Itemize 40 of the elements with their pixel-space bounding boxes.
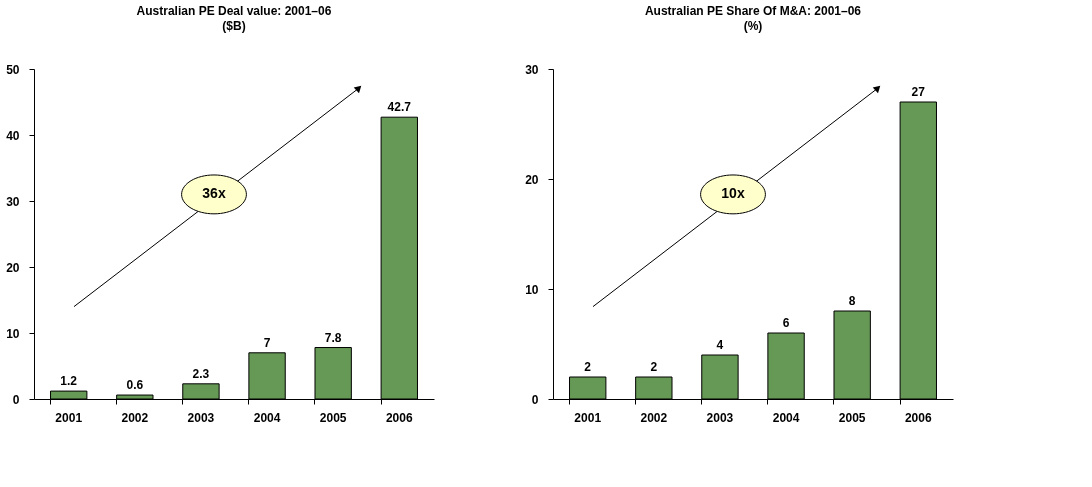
x-tick-label: 2005 — [319, 410, 347, 425]
y-tick-label: 0 — [12, 392, 20, 407]
y-tick-label: 20 — [6, 260, 20, 275]
x-tick-label: 2002 — [121, 410, 149, 425]
data-label: 8 — [848, 294, 856, 308]
data-label: 42.7 — [387, 100, 412, 115]
x-tick-label: 2002 — [640, 410, 668, 425]
y-tick-label: 30 — [6, 194, 20, 209]
y-tick-label: 40 — [6, 128, 20, 143]
data-label: 0.6 — [126, 378, 144, 393]
data-label: 7.8 — [324, 330, 342, 345]
data-label: 4 — [716, 338, 724, 352]
y-tick-label: 20 — [525, 172, 539, 187]
x-tick-label: 2006 — [385, 410, 413, 425]
data-label: 2 — [650, 360, 658, 374]
data-label: 2 — [584, 360, 592, 374]
y-tick-label: 0 — [531, 392, 539, 407]
data-label: 6 — [782, 316, 790, 330]
x-tick-label: 2001 — [55, 410, 83, 425]
data-label: 1.2 — [60, 374, 78, 389]
data-label: 27 — [911, 85, 926, 99]
annotation: 36x — [202, 185, 226, 202]
chart-title: Australian PE Share Of M&A: 2001–06 — [644, 4, 862, 18]
x-tick-label: 2005 — [838, 410, 866, 425]
y-tick-label: 30 — [525, 62, 539, 77]
x-tick-label: 2004 — [772, 410, 800, 425]
x-tick-label: 2006 — [904, 410, 932, 425]
annotation: 10x — [721, 185, 745, 202]
y-tick-label: 10 — [6, 326, 20, 341]
x-tick-label: 2003 — [706, 410, 734, 425]
y-tick-label: 10 — [525, 282, 539, 297]
chart-subtitle: ($B) — [222, 19, 246, 33]
x-tick-label: 2004 — [253, 410, 281, 425]
y-tick-label: 50 — [6, 62, 20, 77]
data-label: 2.3 — [192, 366, 210, 381]
chart-subtitle: (%) — [743, 19, 763, 33]
x-tick-label: 2003 — [187, 410, 215, 425]
data-label: 7 — [263, 335, 271, 350]
x-tick-label: 2001 — [574, 410, 602, 425]
chart-title: Australian PE Deal value: 2001–06 — [136, 4, 332, 18]
